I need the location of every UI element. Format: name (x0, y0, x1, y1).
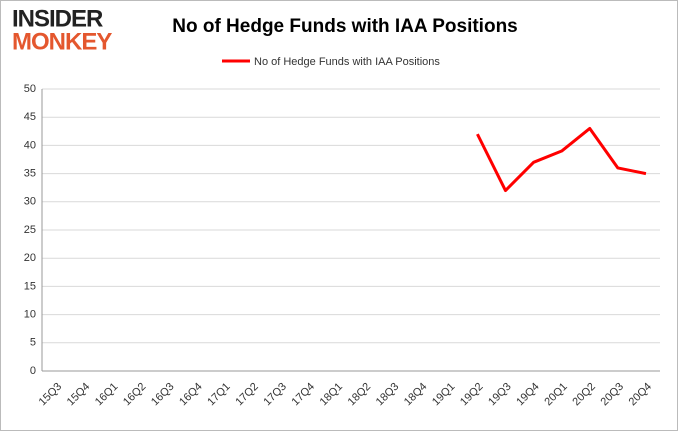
y-tick-label: 45 (24, 111, 36, 123)
y-tick-label: 20 (24, 252, 36, 264)
chart-title: No of Hedge Funds with IAA Positions (172, 16, 518, 37)
logo-top: INSIDER (12, 5, 103, 32)
y-tick-label: 15 (24, 280, 36, 292)
y-tick-label: 10 (24, 309, 36, 321)
legend-label: No of Hedge Funds with IAA Positions (254, 56, 440, 68)
y-tick-label: 0 (30, 365, 36, 377)
y-tick-label: 5 (30, 337, 36, 349)
y-tick-label: 25 (24, 224, 36, 236)
y-tick-label: 50 (24, 83, 36, 95)
data-line (476, 126, 647, 193)
y-tick-label: 35 (24, 168, 36, 180)
y-tick-label: 40 (24, 139, 36, 151)
logo-bottom: MONKEY (12, 28, 112, 55)
y-tick-label: 30 (24, 196, 36, 208)
